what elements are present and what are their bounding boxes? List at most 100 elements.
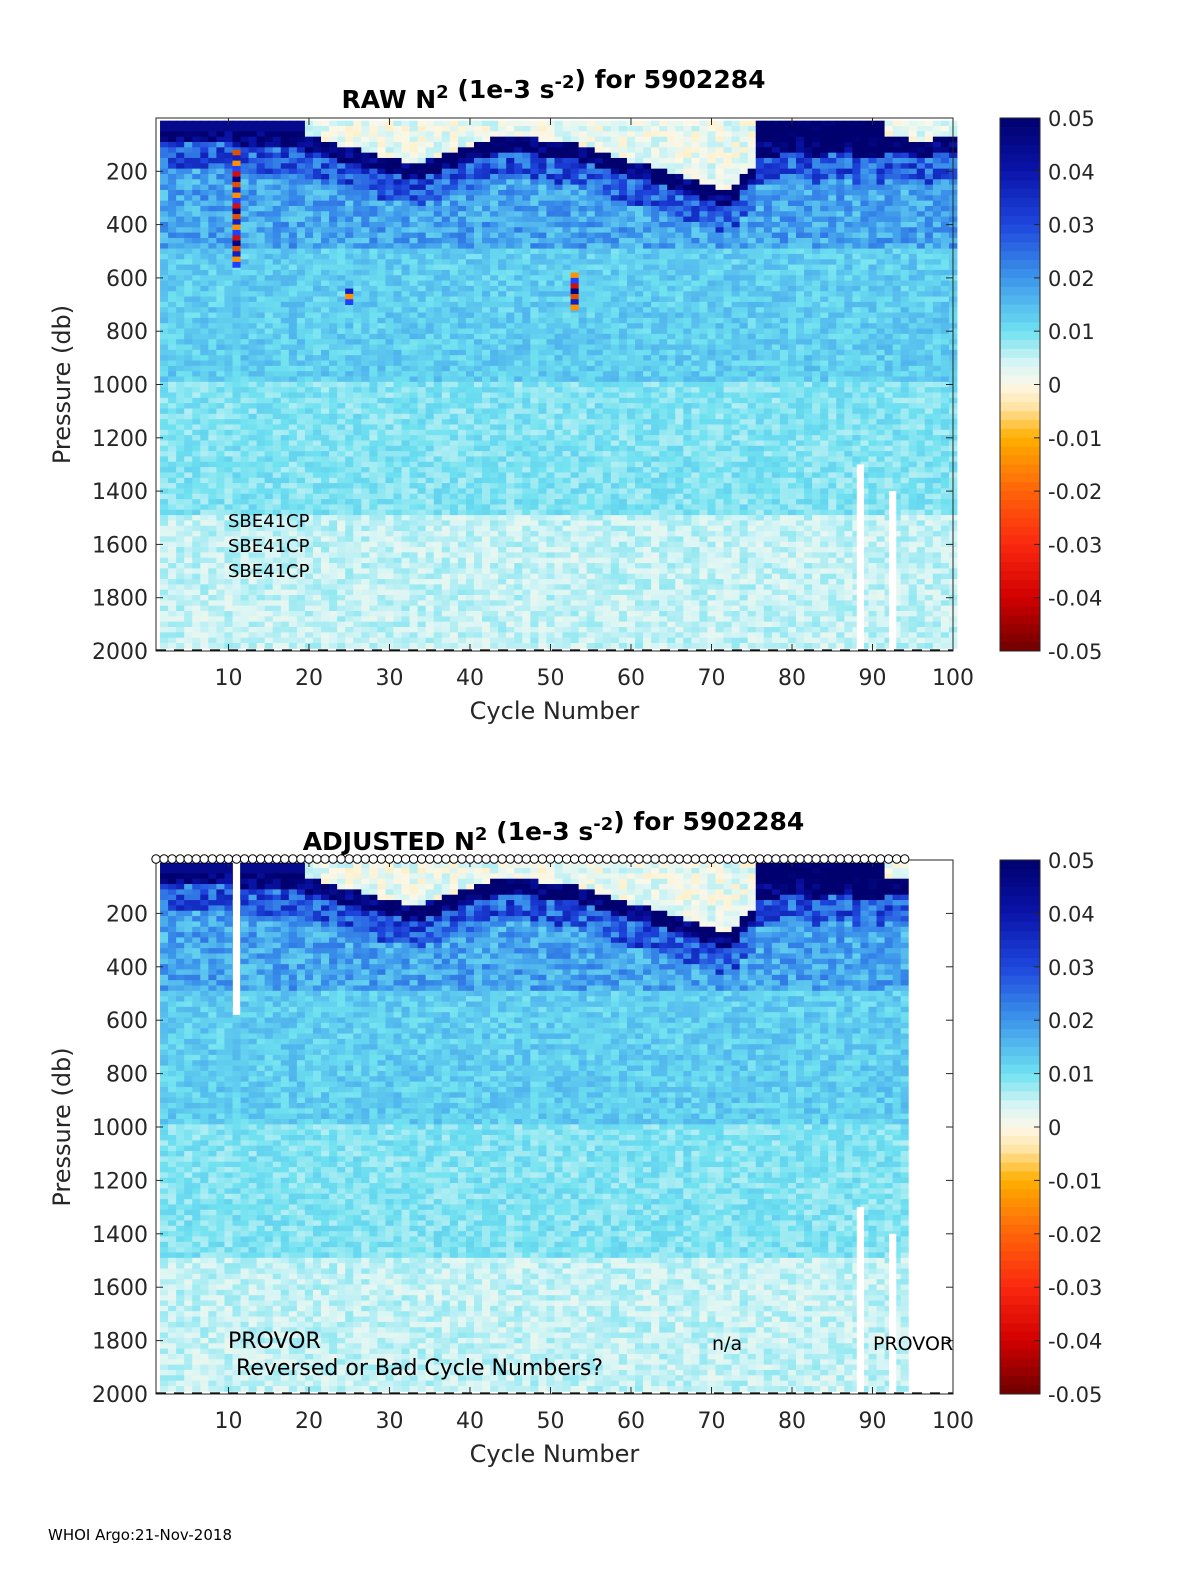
heatmap-cell <box>160 467 169 473</box>
heatmap-cell <box>538 568 547 575</box>
heatmap-cell <box>176 509 185 516</box>
heatmap-cell <box>530 163 539 170</box>
heatmap-cell <box>264 264 274 271</box>
heatmap-cell <box>401 483 410 489</box>
heatmap-cell <box>248 152 258 159</box>
heatmap-cell <box>409 419 419 425</box>
heatmap-cell <box>425 307 435 313</box>
heatmap-cell <box>465 541 475 548</box>
heatmap-cell <box>304 499 314 505</box>
heatmap-cell <box>329 216 338 223</box>
heatmap-cell <box>465 584 475 591</box>
heatmap-cell <box>240 413 249 420</box>
heatmap-cell <box>498 568 507 575</box>
heatmap-cell <box>409 216 419 223</box>
heatmap-cell <box>482 499 491 505</box>
heatmap-cell <box>546 531 555 537</box>
heatmap-cell <box>441 141 451 148</box>
heatmap-cell <box>554 413 563 420</box>
heatmap-cell <box>280 568 290 575</box>
heatmap-cell <box>312 531 322 537</box>
heatmap-cell <box>288 152 298 159</box>
heatmap-cell <box>457 403 467 409</box>
heatmap-cell <box>216 296 225 303</box>
heatmap-cell <box>337 499 346 505</box>
heatmap-cell <box>522 285 531 292</box>
heatmap-cell <box>425 605 435 612</box>
heatmap-cell <box>393 536 402 543</box>
heatmap-cell <box>409 515 419 521</box>
heatmap-cell <box>409 387 419 393</box>
heatmap-cell <box>353 168 362 175</box>
heatmap-cell <box>353 525 362 532</box>
heatmap-cell <box>473 589 483 596</box>
heatmap-cell <box>200 627 209 633</box>
heatmap-cell <box>449 312 459 319</box>
heatmap-cell <box>353 595 362 601</box>
heatmap-cell <box>506 397 515 404</box>
heatmap-cell <box>192 147 201 154</box>
heatmap-cell <box>449 296 459 303</box>
heatmap-cell <box>417 312 427 319</box>
heatmap-cell <box>337 147 346 154</box>
heatmap-cell <box>546 451 555 457</box>
heatmap-cell <box>240 435 249 441</box>
heatmap-cell <box>224 413 233 420</box>
heatmap-cell <box>232 509 241 516</box>
heatmap-cell <box>240 163 249 170</box>
heatmap-cell <box>200 584 209 591</box>
heatmap-cell <box>473 221 483 228</box>
heatmap-cell <box>377 520 386 527</box>
heatmap-cell <box>176 243 185 249</box>
heatmap-cell <box>441 435 451 441</box>
heatmap-cell <box>369 392 378 399</box>
heatmap-cell <box>514 488 523 495</box>
heatmap-cell <box>457 312 467 319</box>
heatmap-cell <box>288 253 298 260</box>
heatmap-cell <box>482 419 491 425</box>
heatmap-cell <box>329 643 338 649</box>
heatmap-cell <box>272 147 282 154</box>
heatmap-cell <box>208 504 217 511</box>
heatmap-cell <box>530 525 539 532</box>
heatmap-cell <box>176 456 185 463</box>
heatmap-cell <box>369 200 378 207</box>
heatmap-cell <box>473 381 483 388</box>
heatmap-cell <box>264 317 274 324</box>
heatmap-cell <box>321 216 330 223</box>
heatmap-cell <box>361 509 370 516</box>
heatmap-cell <box>256 579 266 585</box>
heatmap-cell <box>312 163 322 170</box>
heatmap-cell <box>473 339 483 345</box>
heatmap-cell <box>337 632 346 639</box>
heatmap-cell <box>530 504 539 511</box>
heatmap-cell <box>248 365 258 372</box>
heatmap-cell <box>506 376 515 383</box>
heatmap-cell <box>562 360 571 367</box>
heatmap-cell <box>546 419 555 425</box>
heatmap-cell <box>530 563 539 569</box>
heatmap-cell <box>449 419 459 425</box>
heatmap-cell <box>377 563 386 569</box>
heatmap-cell <box>184 163 193 170</box>
heatmap-cell <box>417 541 427 548</box>
heatmap-cell <box>232 531 241 537</box>
heatmap-cell <box>538 317 547 324</box>
heatmap-cell <box>522 301 531 308</box>
heatmap-cell <box>353 232 362 239</box>
heatmap-cell <box>473 131 483 138</box>
heatmap-cell <box>538 163 547 170</box>
heatmap-cell <box>538 440 547 447</box>
heatmap-cell <box>433 547 443 553</box>
heatmap-cell <box>361 157 370 164</box>
heatmap-cell <box>377 253 386 260</box>
heatmap-cell <box>401 429 410 436</box>
heatmap-cell <box>385 531 394 537</box>
heatmap-cell <box>530 280 539 287</box>
heatmap-cell <box>224 157 233 164</box>
heatmap-cell <box>256 589 266 596</box>
heatmap-cell <box>473 120 483 127</box>
heatmap-cell <box>321 616 330 623</box>
heatmap-cell <box>312 147 322 154</box>
heatmap-cell <box>353 120 362 127</box>
